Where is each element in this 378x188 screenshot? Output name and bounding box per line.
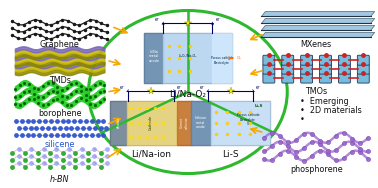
FancyBboxPatch shape <box>338 64 350 74</box>
Text: TMOs: TMOs <box>305 87 327 96</box>
Text: •: • <box>300 115 305 124</box>
Polygon shape <box>262 11 375 17</box>
Text: Li/Na-ion: Li/Na-ion <box>131 150 171 159</box>
Text: Anode: Anode <box>116 117 121 128</box>
Text: e⁻: e⁻ <box>215 17 221 22</box>
FancyBboxPatch shape <box>263 64 275 74</box>
Text: e⁻: e⁻ <box>256 85 262 90</box>
FancyBboxPatch shape <box>319 55 332 65</box>
Text: phosphorene: phosphorene <box>290 164 342 174</box>
FancyBboxPatch shape <box>144 33 232 83</box>
FancyBboxPatch shape <box>263 73 275 83</box>
FancyBboxPatch shape <box>357 64 369 74</box>
Text: Current
collector: Current collector <box>180 116 189 129</box>
Text: Li₂O₂/Na₂O₂: Li₂O₂/Na₂O₂ <box>179 54 197 58</box>
Text: e⁻: e⁻ <box>155 17 160 22</box>
Text: Cathode: Cathode <box>149 115 153 130</box>
FancyBboxPatch shape <box>110 101 192 145</box>
Text: h-BN: h-BN <box>50 174 70 183</box>
Text: MXenes: MXenes <box>301 40 332 49</box>
Polygon shape <box>262 32 375 37</box>
Text: Lithium
metal
anode: Lithium metal anode <box>194 116 206 129</box>
Text: TMDs: TMDs <box>49 76 71 85</box>
FancyBboxPatch shape <box>301 64 313 74</box>
FancyBboxPatch shape <box>301 55 313 65</box>
FancyBboxPatch shape <box>338 55 350 65</box>
FancyBboxPatch shape <box>282 55 294 65</box>
Text: Li₂S: Li₂S <box>254 104 263 108</box>
FancyBboxPatch shape <box>357 55 369 65</box>
FancyBboxPatch shape <box>191 101 270 145</box>
Text: •  Emerging: • Emerging <box>300 97 349 106</box>
Text: Porous cathode
Electrolyte
S: Porous cathode Electrolyte S <box>237 113 259 127</box>
Polygon shape <box>262 18 375 24</box>
Text: Porous cathode
Electrolyte: Porous cathode Electrolyte <box>211 56 233 64</box>
Text: e⁻: e⁻ <box>120 85 125 90</box>
FancyBboxPatch shape <box>301 73 313 83</box>
FancyBboxPatch shape <box>319 73 332 83</box>
FancyBboxPatch shape <box>338 73 350 83</box>
Text: O₂: O₂ <box>237 56 242 60</box>
Text: Graphene: Graphene <box>40 40 79 49</box>
Text: Li/Na
metal
anode: Li/Na metal anode <box>148 50 159 63</box>
FancyBboxPatch shape <box>357 73 369 83</box>
Text: •  2D materials: • 2D materials <box>300 106 362 115</box>
Polygon shape <box>262 25 375 30</box>
FancyBboxPatch shape <box>282 64 294 74</box>
Text: e⁻: e⁻ <box>177 85 183 90</box>
FancyBboxPatch shape <box>263 55 275 65</box>
FancyBboxPatch shape <box>282 73 294 83</box>
Text: silicene: silicene <box>45 140 75 149</box>
Text: Li/Na-O₂: Li/Na-O₂ <box>169 89 206 98</box>
Text: e⁻: e⁻ <box>200 85 205 90</box>
Text: Li-S: Li-S <box>222 150 239 159</box>
FancyBboxPatch shape <box>319 64 332 74</box>
Text: borophene: borophene <box>38 109 81 118</box>
